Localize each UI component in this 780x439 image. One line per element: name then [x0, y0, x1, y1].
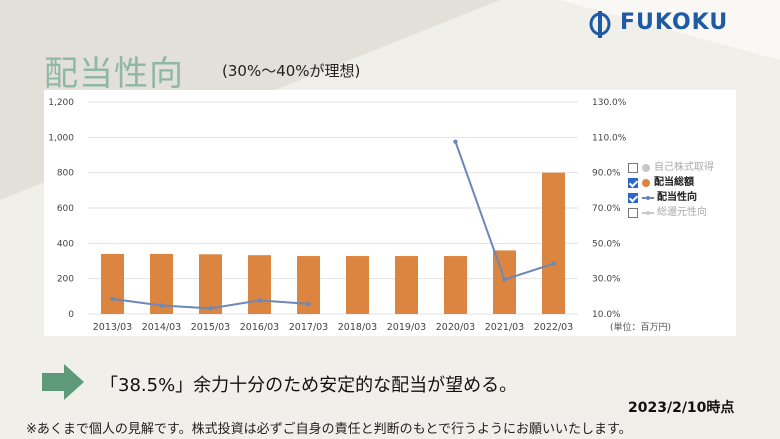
page-title: 配当性向	[44, 54, 184, 94]
legend-checkbox[interactable]	[628, 207, 638, 218]
x-tick-label: 2018/03	[338, 322, 377, 333]
legend-item[interactable]: 総還元性向	[628, 205, 736, 220]
legend-label: 配当性向	[657, 192, 697, 203]
x-tick-label: 2013/03	[93, 322, 132, 333]
legend-line-icon	[642, 194, 654, 202]
date-label: 2023/2/10時点	[628, 400, 735, 416]
y-right-tick-label: 70.0%	[592, 204, 621, 214]
line-point	[551, 261, 556, 266]
x-tick-label: 2020/03	[436, 322, 475, 333]
y-left-tick-label: 600	[57, 204, 74, 214]
line-point	[257, 298, 262, 303]
logo-text: FUKOKU	[620, 10, 729, 35]
y-right-tick-label: 90.0%	[592, 169, 621, 179]
page-subtitle: (30%〜40%が理想)	[222, 62, 361, 80]
summary-message: 「38.5%」余力十分のため安定的な配当が望める。	[100, 375, 518, 396]
disclaimer: ※あくまで個人の見解です。株式投資は必ずご自身の責任と判断のもとで行うようにお願…	[26, 422, 632, 437]
x-tick-label: 2014/03	[142, 322, 181, 333]
y-left-tick-label: 200	[57, 275, 74, 285]
x-tick-label: 2015/03	[191, 322, 230, 333]
y-left-tick-label: 400	[57, 239, 74, 249]
bar	[199, 254, 222, 314]
legend-dot-icon	[642, 163, 650, 172]
legend-checkbox[interactable]	[628, 192, 638, 203]
line-point	[502, 277, 507, 282]
y-right-tick-label: 50.0%	[592, 239, 621, 249]
legend-label: 配当総額	[654, 177, 694, 188]
legend-checkbox[interactable]	[628, 177, 638, 188]
y-right-tick-label: 30.0%	[592, 275, 621, 285]
bar	[395, 256, 418, 314]
y-left-tick-label: 800	[57, 169, 74, 179]
chart-panel: 0 200 400 600 800 1,000 1,200 10.0% 30.0% 50.0% 70…	[44, 90, 736, 336]
y-right-tick-label: 130.0%	[592, 98, 627, 108]
x-tick-label: 2019/03	[387, 322, 426, 333]
line-point	[159, 303, 164, 308]
bar	[248, 255, 271, 314]
y-left-tick-label: 0	[68, 310, 74, 320]
unit-label: (単位：百万円)	[610, 323, 672, 333]
x-tick-label: 2017/03	[289, 322, 328, 333]
x-tick-label: 2022/03	[534, 322, 573, 333]
legend-label: 自己株式取得	[654, 162, 714, 173]
legend-dot-icon	[642, 178, 650, 187]
bar	[297, 256, 320, 314]
line-point	[110, 296, 115, 302]
fukoku-logo	[589, 11, 611, 38]
chart: 0 200 400 600 800 1,000 1,200 10.0% 30.0% 50.0% 70…	[48, 98, 627, 333]
legend-checkbox[interactable]	[628, 162, 638, 173]
chart-legend: 自己株式取得 配当総額配当性向総還元性向	[628, 160, 736, 220]
legend-item[interactable]: 自己株式取得	[628, 160, 736, 175]
legend-label: 総還元性向	[657, 207, 707, 218]
bar	[542, 172, 565, 314]
x-tick-label: 2021/03	[485, 322, 524, 333]
legend-line-icon	[642, 209, 654, 217]
legend-item[interactable]: 配当性向	[628, 190, 736, 205]
y-right-tick-label: 10.0%	[592, 310, 621, 320]
bar	[346, 256, 369, 314]
line-point	[306, 301, 311, 307]
y-left-tick-label: 1,000	[48, 133, 74, 143]
bar	[101, 253, 124, 314]
line-point	[208, 306, 213, 311]
x-tick-label: 2016/03	[240, 322, 279, 333]
bar	[444, 256, 467, 314]
y-left-tick-label: 1,200	[48, 98, 74, 108]
arrow-icon	[42, 364, 84, 400]
bar	[493, 250, 516, 314]
logo-mark-icon	[589, 11, 611, 38]
line-point	[453, 139, 458, 144]
bar	[150, 253, 173, 314]
y-right-tick-label: 110.0%	[592, 133, 627, 143]
legend-item[interactable]: 配当総額	[628, 175, 736, 190]
